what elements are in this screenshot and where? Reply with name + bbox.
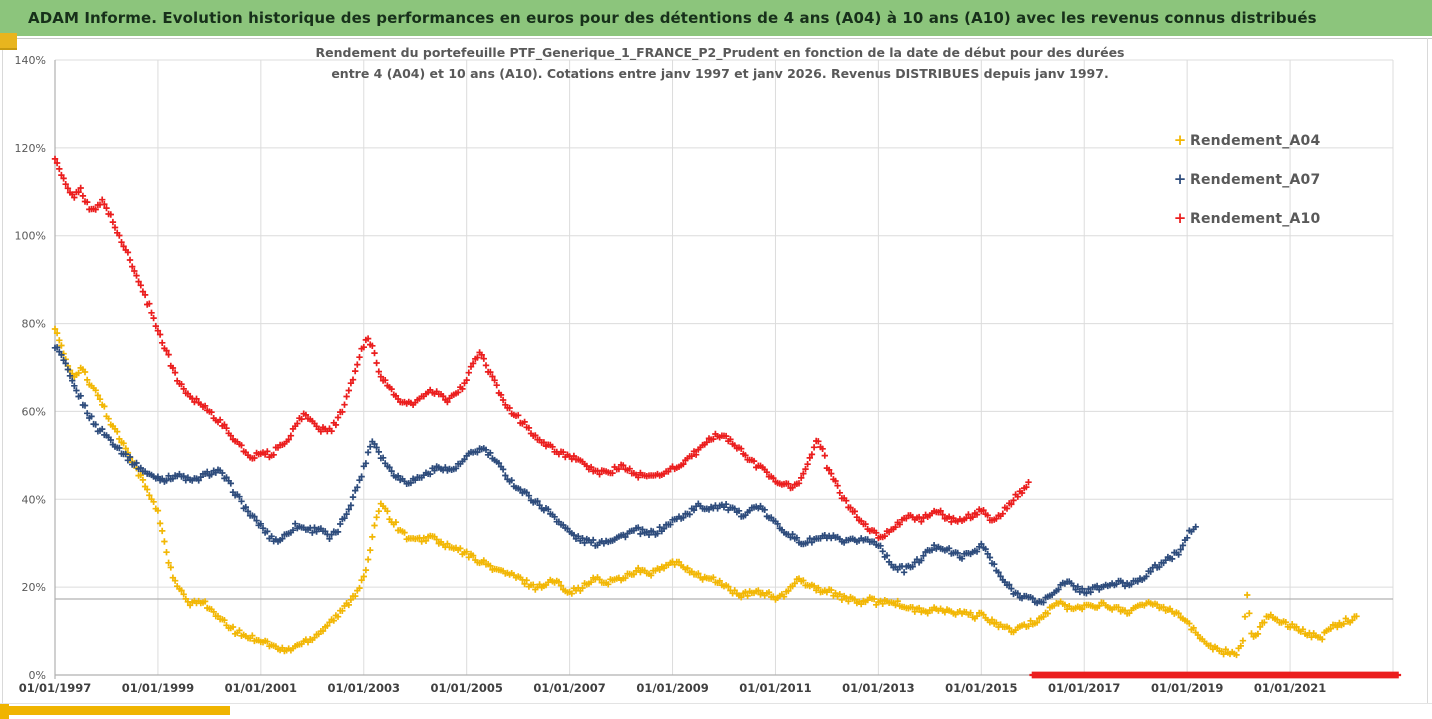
svg-text:01/01/1997: 01/01/1997 — [19, 681, 91, 695]
legend-label: Rendement_A10 — [1190, 210, 1321, 227]
svg-text:01/01/2017: 01/01/2017 — [1048, 681, 1120, 695]
svg-text:01/01/2021: 01/01/2021 — [1254, 681, 1326, 695]
svg-text:01/01/2001: 01/01/2001 — [225, 681, 297, 695]
chart-title-line2: entre 4 (A04) et 10 ans (A10). Cotations… — [331, 66, 1109, 81]
svg-text:01/01/2005: 01/01/2005 — [430, 681, 502, 695]
series-zero-run — [1029, 671, 1402, 679]
svg-text:60%: 60% — [22, 405, 46, 418]
chart-title: Rendement du portefeuille PTF_Generique_… — [160, 42, 1280, 84]
svg-text:01/01/2003: 01/01/2003 — [328, 681, 400, 695]
svg-text:100%: 100% — [15, 230, 46, 243]
chart-top-border — [14, 38, 1432, 39]
report-title: ADAM Informe. Evolution historique des p… — [28, 9, 1317, 27]
series-Rendement_A07 — [51, 344, 1199, 607]
scrollbar-corner — [0, 704, 9, 719]
horizontal-scrollbar — [0, 703, 1432, 719]
plus-marker-icon: + — [1173, 170, 1187, 188]
svg-text:01/01/2007: 01/01/2007 — [533, 681, 605, 695]
svg-text:01/01/2019: 01/01/2019 — [1151, 681, 1223, 695]
legend-label: Rendement_A07 — [1190, 171, 1321, 188]
sheet-left-border — [2, 38, 3, 704]
svg-text:20%: 20% — [22, 581, 46, 594]
svg-text:120%: 120% — [15, 142, 46, 155]
plus-marker-icon: + — [1173, 209, 1187, 227]
svg-text:01/01/2009: 01/01/2009 — [636, 681, 708, 695]
legend-label: Rendement_A04 — [1190, 132, 1321, 149]
svg-text:80%: 80% — [22, 318, 46, 331]
series-Rendement_A10 — [51, 155, 1032, 542]
plus-marker-icon: + — [1173, 131, 1187, 149]
svg-text:01/01/1999: 01/01/1999 — [122, 681, 194, 695]
svg-text:140%: 140% — [15, 54, 46, 67]
svg-text:0%: 0% — [29, 669, 46, 682]
scrollbar-thumb[interactable] — [9, 706, 230, 715]
legend-item-a10[interactable]: + Rendement_A10 — [1170, 199, 1321, 238]
legend-item-a04[interactable]: + Rendement_A04 — [1170, 121, 1321, 160]
legend-item-a07[interactable]: + Rendement_A07 — [1170, 160, 1321, 199]
svg-text:40%: 40% — [22, 493, 46, 506]
svg-text:01/01/2011: 01/01/2011 — [739, 681, 811, 695]
chart-title-line1: Rendement du portefeuille PTF_Generique_… — [315, 45, 1125, 60]
legend: + Rendement_A04 + Rendement_A07 + Rendem… — [1170, 121, 1321, 238]
selected-cell-highlight — [0, 33, 17, 50]
series-Rendement_A04 — [51, 325, 1360, 659]
column-border — [1427, 38, 1428, 704]
svg-text:01/01/2015: 01/01/2015 — [945, 681, 1017, 695]
svg-text:01/01/2013: 01/01/2013 — [842, 681, 914, 695]
header-banner: ADAM Informe. Evolution historique des p… — [0, 0, 1432, 36]
